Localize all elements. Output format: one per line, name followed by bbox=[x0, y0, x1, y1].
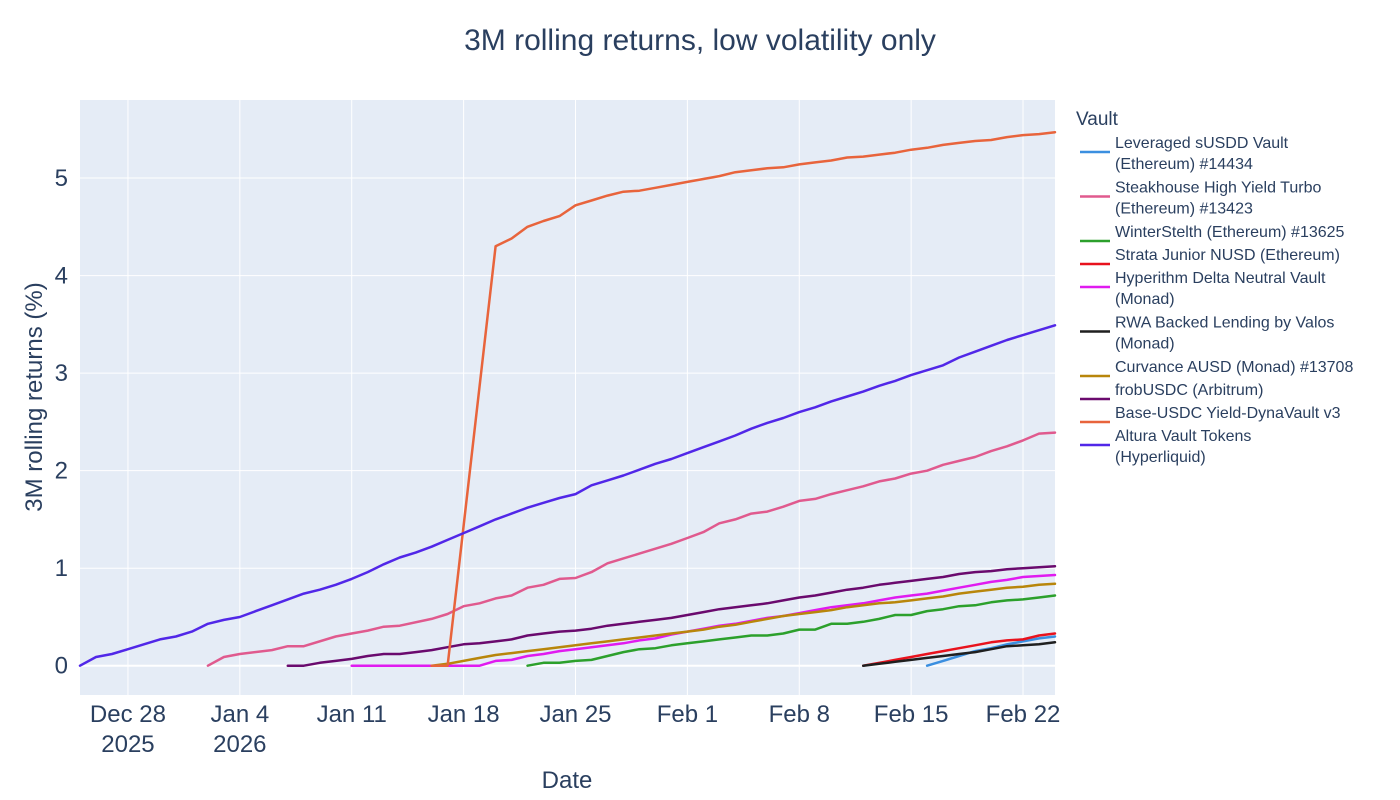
x-tick-label-line: Jan 11 bbox=[317, 701, 387, 728]
series-line bbox=[861, 641, 1057, 667]
x-tick-label: Jan 4 2026 bbox=[210, 701, 269, 758]
x-tick-label-line: Feb 15 bbox=[874, 701, 949, 728]
series-line bbox=[286, 564, 1057, 667]
x-tick-label-line: 2026 bbox=[213, 731, 266, 758]
y-tick-label: 4 bbox=[55, 263, 68, 290]
y-tick-label: 0 bbox=[55, 653, 68, 680]
series-line bbox=[526, 594, 1057, 667]
x-tick-label: Dec 28 2025 bbox=[90, 701, 166, 758]
legend-label: Curvance AUSD (Monad) #13708 bbox=[1115, 359, 1353, 376]
x-tick-label: Jan 18 bbox=[428, 701, 500, 728]
legend-label: Base-USDC Yield-DynaVault v3 bbox=[1115, 405, 1341, 422]
x-tick-label: Jan 11 bbox=[317, 701, 387, 728]
legend-label: WinterStelth (Ethereum) #13625 bbox=[1115, 224, 1345, 241]
legend-label: (Ethereum) #14434 bbox=[1115, 156, 1253, 173]
legend-label: Altura Vault Tokens bbox=[1115, 428, 1251, 445]
legend-items: Leveraged sUSDD Vault (Ethereum) #14434 St… bbox=[1080, 135, 1353, 466]
series-line bbox=[78, 324, 1057, 667]
y-tick-label: 2 bbox=[55, 458, 68, 485]
legend-label: (Ethereum) #13423 bbox=[1115, 201, 1253, 218]
plot-area bbox=[80, 100, 1055, 695]
x-tick-label-line: 2025 bbox=[101, 731, 154, 758]
series-lines bbox=[78, 130, 1057, 667]
x-tick-label-line: Jan 25 bbox=[539, 701, 611, 728]
chart-title: 3M rolling returns, low volatility only bbox=[464, 24, 936, 57]
y-axis-title: 3M rolling returns (%) bbox=[21, 282, 48, 511]
y-tick-label: 5 bbox=[55, 165, 68, 192]
legend-label: (Hyperliquid) bbox=[1115, 449, 1206, 466]
x-tick-label-line: Feb 22 bbox=[986, 701, 1061, 728]
legend-label: (Monad) bbox=[1115, 291, 1175, 308]
x-tick-label: Feb 22 bbox=[986, 701, 1061, 728]
y-tick-labels: 0 1 2 3 4 5 bbox=[55, 165, 68, 680]
legend: Vault Leveraged sUSDD Vault (Ethereum) #1… bbox=[1076, 109, 1353, 466]
legend-label: Strata Junior NUSD (Ethereum) bbox=[1115, 247, 1340, 264]
y-gridlines bbox=[80, 177, 1055, 667]
series-line bbox=[430, 582, 1057, 667]
series-line bbox=[430, 130, 1057, 667]
x-tick-label: Feb 15 bbox=[874, 701, 949, 728]
legend-label: (Monad) bbox=[1115, 336, 1175, 353]
series-line bbox=[206, 431, 1057, 667]
x-tick-label: Jan 25 bbox=[539, 701, 611, 728]
legend-label: Leveraged sUSDD Vault bbox=[1115, 135, 1289, 152]
y-tick-label: 3 bbox=[55, 360, 68, 387]
x-tick-label-line: Dec 28 bbox=[90, 701, 166, 728]
x-axis-title: Date bbox=[542, 767, 593, 794]
x-tick-label-line: Feb 1 bbox=[657, 701, 718, 728]
x-tick-label: Feb 8 bbox=[769, 701, 830, 728]
legend-label: Hyperithm Delta Neutral Vault bbox=[1115, 270, 1326, 287]
x-tick-label-line: Jan 4 bbox=[210, 701, 269, 728]
x-tick-label-line: Feb 8 bbox=[769, 701, 830, 728]
series-line bbox=[861, 632, 1057, 667]
legend-label: Steakhouse High Yield Turbo bbox=[1115, 180, 1321, 197]
x-tick-labels: Dec 28 2025 Jan 4 2026 Jan 11 Jan 18 Jan 25 Feb… bbox=[90, 701, 1060, 758]
legend-title: Vault bbox=[1076, 109, 1119, 130]
legend-label: frobUSDC (Arbitrum) bbox=[1115, 382, 1263, 399]
legend-label: RWA Backed Lending by Valos bbox=[1115, 315, 1334, 332]
x-tick-label-line: Jan 18 bbox=[428, 701, 500, 728]
y-tick-label: 1 bbox=[55, 555, 68, 582]
x-tick-label: Feb 1 bbox=[657, 701, 718, 728]
